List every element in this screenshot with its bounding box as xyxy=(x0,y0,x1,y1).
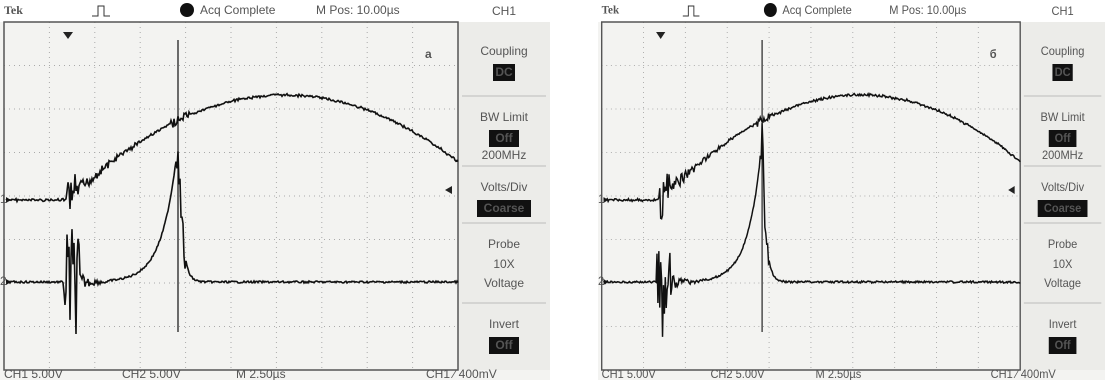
acq-dot xyxy=(764,3,777,17)
m-position: M Pos: 10.00µs xyxy=(889,5,966,17)
menu-title: BW Limit xyxy=(1040,112,1085,124)
footer-ch2: CH2 5.00V xyxy=(122,367,181,380)
menu-value: Off xyxy=(1055,340,1071,352)
menu-value: Off xyxy=(495,338,513,352)
menu-title: Invert xyxy=(1049,319,1077,331)
menu-title: BW Limit xyxy=(480,110,529,124)
panel-label: б xyxy=(990,49,997,61)
footer-ch1: CH1 5.00V xyxy=(4,367,63,380)
channel-marker: 2 xyxy=(0,274,7,288)
footer-time: M 2.50µs xyxy=(816,369,862,380)
menu-value: Off xyxy=(1055,133,1071,145)
page: Tek Acq Complete M Pos: 10.00µs CH1 а Couplin… xyxy=(0,0,1105,380)
menu-value: Off xyxy=(495,131,513,145)
menu-value: Coarse xyxy=(484,201,525,215)
scope-screen: Tek Acq Complete M Pos: 10.00µs CH1 а Couplin… xyxy=(0,0,550,380)
menu-title: Coupling xyxy=(1041,46,1085,58)
footer-time: M 2.50µs xyxy=(236,367,286,380)
brand: Tek xyxy=(602,4,620,16)
menu-title: Volts/Div xyxy=(1041,182,1084,194)
menu-line: Voltage xyxy=(1044,278,1081,290)
menu-value: DC xyxy=(1055,67,1072,79)
footer-ch1: CH1 5.00V xyxy=(602,369,656,380)
menu-title: Volts/Div xyxy=(481,180,528,194)
menu-value: Coarse xyxy=(1044,203,1082,215)
menu-title: Invert xyxy=(489,317,520,331)
menu-note: 200MHz xyxy=(1042,150,1083,162)
scope-screen: Tek Acq Complete M Pos: 10.00µs CH1 б Couplin… xyxy=(598,0,1105,380)
menu-channel: CH1 xyxy=(492,4,516,18)
menu-value: DC xyxy=(495,65,513,79)
menu-note: 200MHz xyxy=(482,148,527,162)
menu-channel: CH1 xyxy=(1052,6,1074,18)
m-position: M Pos: 10.00µs xyxy=(316,3,400,17)
brand: Tek xyxy=(4,3,23,17)
channel-marker: 2 xyxy=(598,276,604,288)
acq-dot xyxy=(180,3,194,17)
channel-marker: 1 xyxy=(598,194,604,206)
menu-title: Probe xyxy=(1048,239,1078,251)
acq-status: Acq Complete xyxy=(782,5,851,17)
menu-title: Coupling xyxy=(480,44,527,58)
acq-status: Acq Complete xyxy=(200,3,276,17)
menu-title: Probe xyxy=(488,237,520,251)
footer-ch2: CH2 5.00V xyxy=(710,369,764,380)
footer-trigger: CH1 ∕ 400mV xyxy=(426,367,497,380)
panel-label: а xyxy=(425,47,432,61)
menu-line: Voltage xyxy=(484,276,524,290)
footer-trigger: CH1 ∕ 400mV xyxy=(991,369,1056,380)
menu-line: 10X xyxy=(493,257,514,271)
menu-line: 10X xyxy=(1053,259,1073,271)
